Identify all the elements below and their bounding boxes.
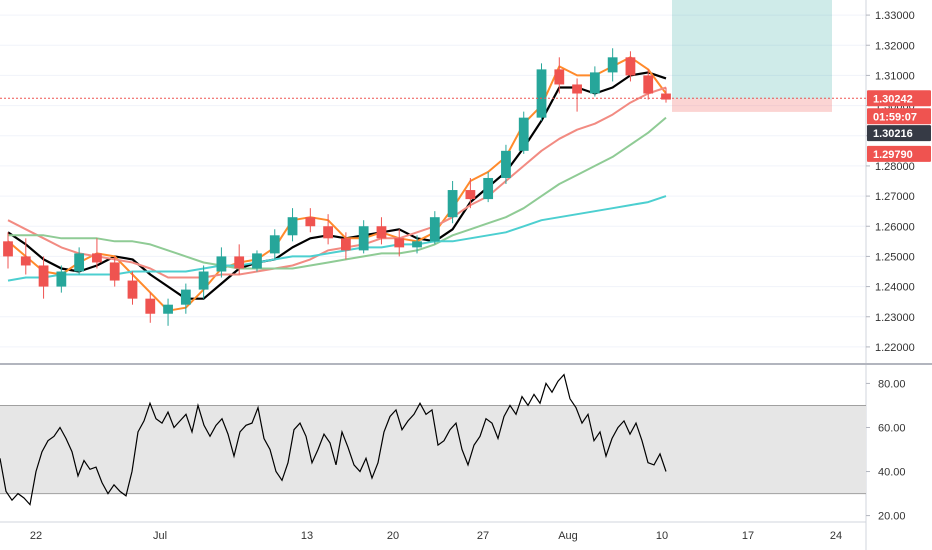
candle-body — [589, 72, 600, 94]
moving-average-line — [7, 195, 667, 282]
candle-body — [305, 217, 316, 227]
stop-zone — [672, 99, 832, 112]
rsi-axis-label: 60.00 — [878, 422, 906, 434]
time-axis-label: 10 — [656, 530, 668, 542]
candle-body — [234, 256, 245, 269]
candle-body — [358, 226, 369, 251]
candle-body — [92, 253, 102, 263]
time-axis-label: 13 — [301, 530, 313, 542]
candle-body — [572, 84, 582, 94]
rsi-axis-label: 80.00 — [878, 378, 906, 390]
moving-average-line — [7, 71, 667, 300]
candle-body — [536, 69, 547, 118]
last-price-tag: 1.30242 — [873, 93, 913, 105]
moving-average-line — [7, 56, 667, 312]
candle-body — [109, 262, 120, 281]
time-axis-label: Jul — [153, 530, 167, 542]
rsi-axis-label: 40.00 — [878, 467, 906, 479]
candle-body — [447, 190, 458, 218]
candle-body — [554, 69, 565, 85]
candle-body — [216, 256, 227, 272]
candle-body — [518, 117, 529, 151]
candle-body — [20, 256, 31, 266]
time-axis-label: 20 — [387, 530, 399, 542]
candle-body — [643, 75, 654, 94]
countdown-tag-bg — [867, 108, 931, 125]
candle-body — [74, 253, 85, 272]
moving-average-line — [8, 116, 667, 270]
price-axis-label: 1.28000 — [875, 161, 915, 173]
candle-body — [180, 289, 191, 305]
target-zone — [672, 0, 832, 100]
price-axis-label: 1.22000 — [875, 342, 915, 354]
candle-body — [163, 304, 173, 314]
time-axis-label: 27 — [477, 530, 489, 542]
price-axis-label: 1.27000 — [875, 191, 915, 203]
rsi-line — [0, 373, 667, 506]
rsi-axis-label: 20.00 — [878, 511, 906, 523]
candle-body — [625, 57, 636, 76]
price-axis-label: 1.26000 — [875, 221, 915, 233]
price-axis-label: 1.25000 — [875, 251, 915, 263]
candle-body — [465, 190, 476, 200]
candle-body — [56, 271, 67, 287]
moving-average-line — [7, 86, 667, 279]
candle-body — [38, 265, 49, 287]
price-axis-label: 1.33000 — [875, 10, 915, 22]
candle-body — [269, 235, 280, 254]
countdown-tag: 01:59:07 — [873, 111, 917, 123]
candle-body — [661, 93, 671, 100]
time-axis-label: 22 — [30, 530, 42, 542]
candle-body — [3, 241, 13, 257]
candle-body — [198, 271, 209, 290]
time-axis-label: Aug — [558, 530, 578, 542]
candle-body — [607, 57, 618, 73]
last-price-tag-bg — [867, 90, 931, 107]
entry-price-tag-bg — [867, 125, 931, 142]
candle-body — [287, 217, 298, 236]
candle-body — [341, 238, 351, 251]
candle-body — [394, 238, 405, 248]
time-axis-label: 24 — [830, 530, 842, 542]
price-axis-label: 1.31000 — [875, 70, 915, 82]
price-axis-label: 1.24000 — [875, 282, 915, 294]
stop-price-tag-bg — [867, 145, 931, 162]
time-axis-label: 17 — [742, 530, 754, 542]
candle-body — [376, 226, 387, 239]
price-axis-label: 1.32000 — [875, 40, 915, 52]
candle-body — [323, 226, 333, 239]
candle-body — [412, 241, 422, 248]
candle-body — [127, 280, 138, 299]
entry-price-tag: 1.30216 — [873, 128, 913, 140]
candle-body — [501, 150, 511, 178]
candle-body — [145, 298, 156, 314]
stop-price-tag: 1.29790 — [873, 149, 913, 161]
candle-body — [252, 253, 262, 269]
candle-body — [429, 217, 440, 242]
price-axis-label: 1.23000 — [875, 312, 915, 324]
candle-body — [483, 177, 494, 200]
